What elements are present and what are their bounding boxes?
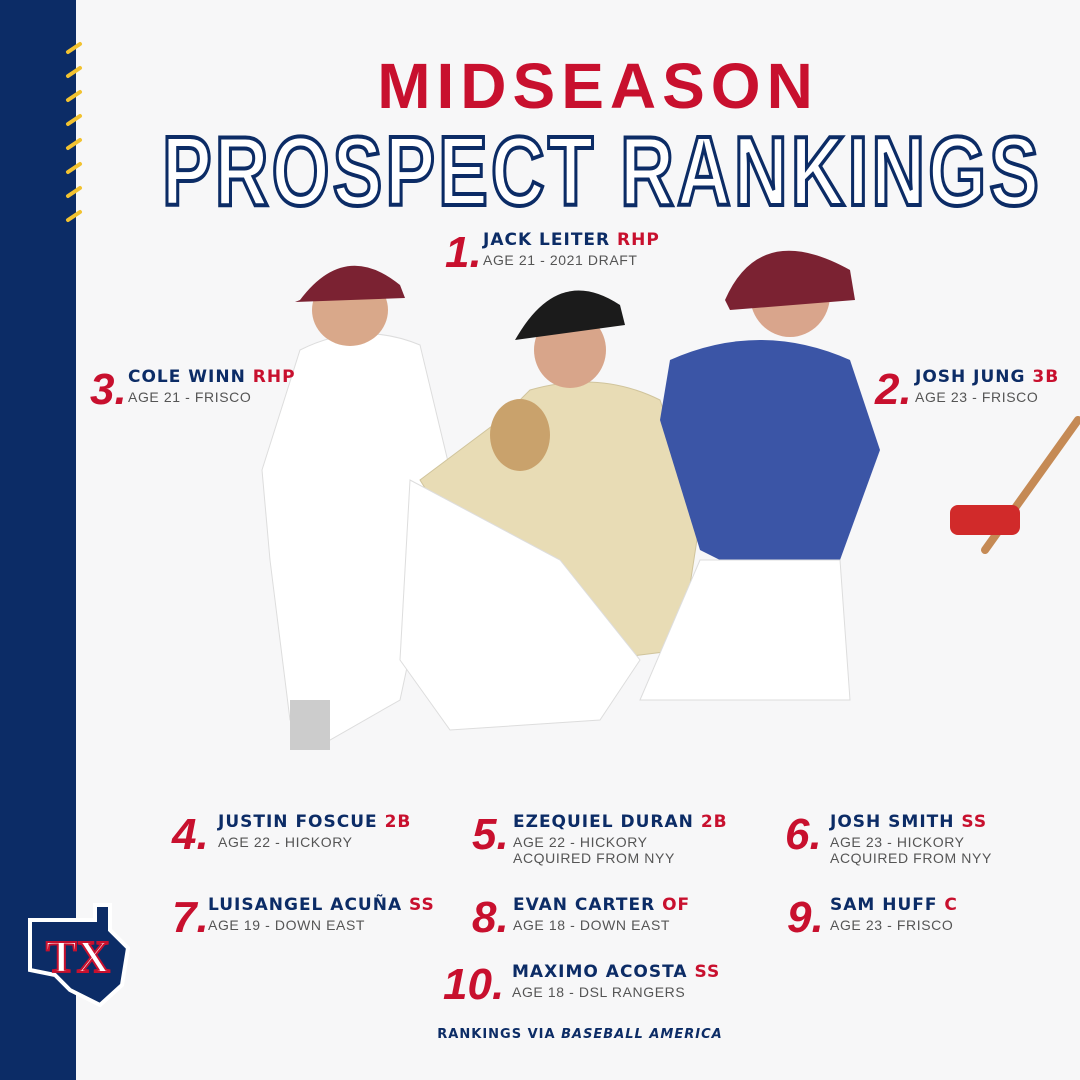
player-position: RHP [253,367,296,387]
prospect-name: LUISANGEL ACUÑA SS [208,892,435,915]
prospect-detail: AGE 19 - DOWN EAST [208,917,365,933]
prospect-name: SAM HUFF C [830,895,958,915]
player-position: SS [961,812,987,832]
player-name: COLE WINN [128,367,246,387]
player-center [399,290,701,731]
player-name: LUISANGEL ACUÑA [208,892,402,915]
rank: 4. [171,810,209,859]
player-position: C [944,895,957,915]
player-name: JOSH SMITH [829,812,954,832]
rank: 7. [172,893,209,942]
rank: 6. [785,810,822,859]
prospect-name: COLE WINN RHP [128,367,296,387]
prospect-detail: ACQUIRED FROM NYY [513,850,675,866]
credit-prefix: RANKINGS VIA [437,1027,555,1042]
rank: 2. [874,365,912,414]
player-name: EZEQUIEL DURAN [513,812,694,832]
rank: 10. [443,960,504,1009]
prospect-name: JOSH SMITH SS [829,812,987,832]
prospect-name: MAXIMO ACOSTA SS [512,962,720,982]
player-position: SS [409,895,435,915]
logo: TX [28,903,131,1008]
player-position: 2B [701,812,728,832]
rank: 8. [472,893,509,942]
credit: RANKINGS VIA BASEBALL AMERICA [437,1027,722,1042]
player-name: SAM HUFF [830,895,938,915]
prospect-name: JOSH JUNG 3B [914,367,1059,387]
player-position: SS [694,962,720,982]
rank: 9. [787,893,824,942]
player-position: 3B [1032,367,1059,387]
prospect-detail: AGE 18 - DSL RANGERS [512,984,685,1000]
player-name: JACK LEITER [482,230,610,250]
player-right [639,250,1080,701]
title-top: MIDSEASON [377,50,819,122]
logo-text: TX [46,931,110,982]
rank: 1. [445,228,482,277]
prospect-name: JUSTIN FOSCUE 2B [217,812,411,832]
prospect-detail: AGE 22 - HICKORY [218,834,353,850]
player-name: JOSH JUNG [914,367,1025,387]
title-bottom: PROSPECT RANKINGS [162,116,1042,226]
player-position: 2B [385,812,412,832]
prospect-detail: AGE 18 - DOWN EAST [513,917,670,933]
player-position: RHP [617,230,660,250]
credit-source: BASEBALL AMERICA [561,1027,723,1042]
prospect-detail: AGE 21 - FRISCO [128,389,251,405]
stitches [66,42,82,222]
prospect-name: JACK LEITER RHP [482,230,660,250]
prospect-detail: AGE 23 - FRISCO [830,917,953,933]
side-stripe [0,0,76,1080]
player-name: MAXIMO ACOSTA [512,962,688,982]
prospect-detail: AGE 23 - HICKORY [830,834,965,850]
prospect-name: EZEQUIEL DURAN 2B [513,812,728,832]
player-position: OF [662,895,690,915]
rank: 5. [472,810,509,859]
player-name: JUSTIN FOSCUE [217,812,378,832]
rank: 3. [90,365,127,414]
prospect-detail: ACQUIRED FROM NYY [830,850,992,866]
player-name: EVAN CARTER [513,895,655,915]
prospect-detail: AGE 21 - 2021 DRAFT [483,252,638,268]
prospect-detail: AGE 22 - HICKORY [513,834,648,850]
prospect-detail: AGE 23 - FRISCO [915,389,1038,405]
prospect-name: EVAN CARTER OF [513,895,690,915]
